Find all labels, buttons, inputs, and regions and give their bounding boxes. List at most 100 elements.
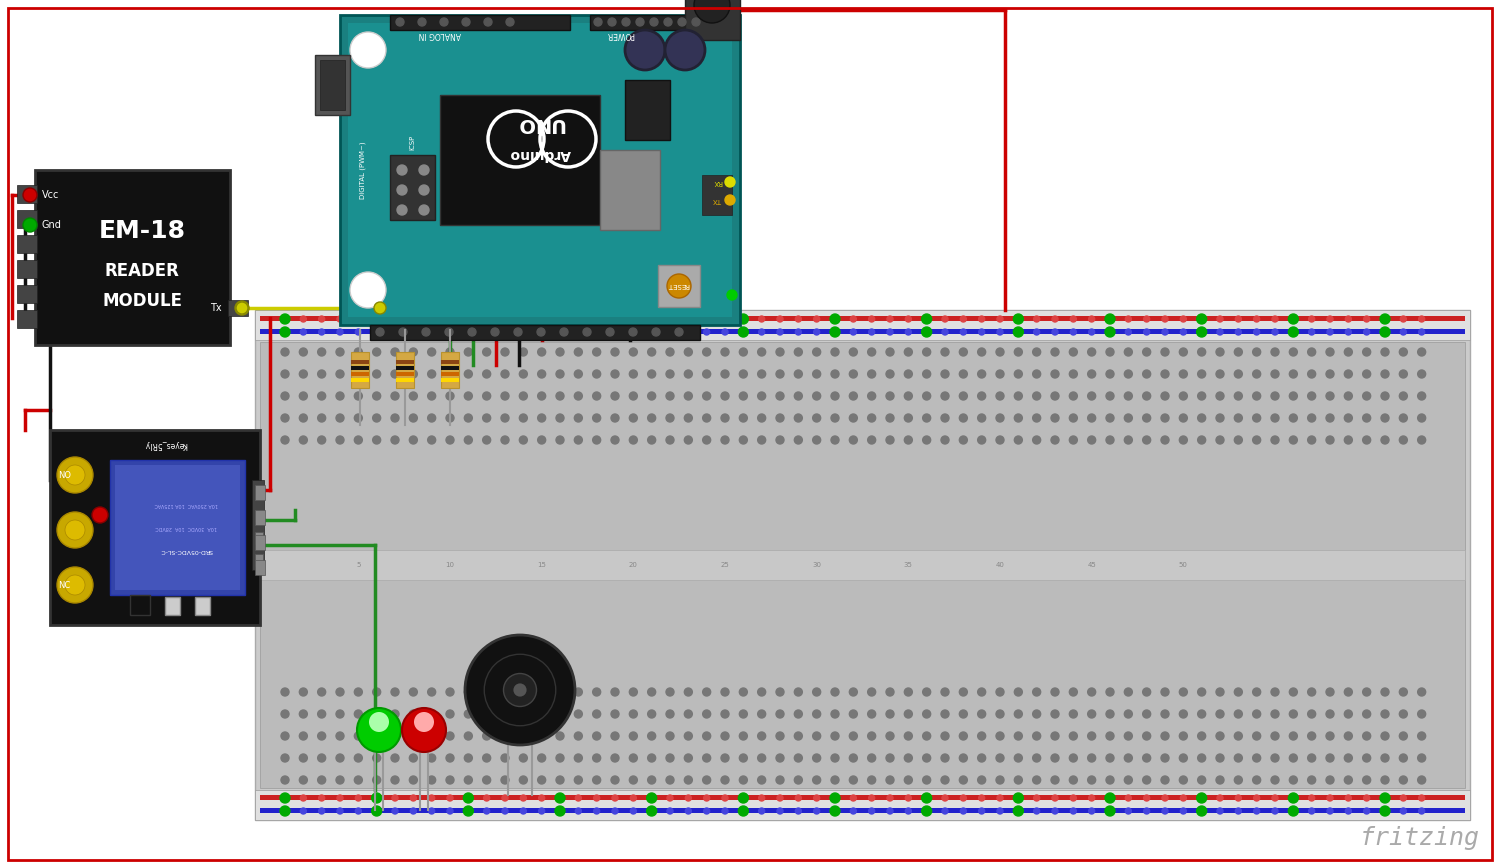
Text: Tx: Tx bbox=[210, 303, 222, 313]
Circle shape bbox=[1362, 370, 1371, 378]
Circle shape bbox=[1106, 754, 1114, 762]
Circle shape bbox=[664, 30, 705, 70]
Circle shape bbox=[1032, 688, 1041, 696]
Circle shape bbox=[1070, 414, 1077, 422]
Circle shape bbox=[592, 348, 600, 356]
Circle shape bbox=[336, 732, 344, 740]
Circle shape bbox=[996, 776, 1004, 784]
Circle shape bbox=[280, 392, 290, 400]
Circle shape bbox=[648, 329, 654, 335]
Circle shape bbox=[427, 688, 435, 696]
Bar bbox=[260, 316, 1466, 321]
Circle shape bbox=[1216, 329, 1222, 335]
Circle shape bbox=[1308, 688, 1316, 696]
Circle shape bbox=[1288, 314, 1299, 324]
Circle shape bbox=[520, 316, 526, 322]
Circle shape bbox=[1308, 754, 1316, 762]
Circle shape bbox=[868, 329, 874, 335]
Circle shape bbox=[722, 808, 728, 814]
Circle shape bbox=[831, 370, 839, 378]
Circle shape bbox=[758, 370, 765, 378]
Circle shape bbox=[468, 328, 476, 336]
Circle shape bbox=[1326, 754, 1334, 762]
Circle shape bbox=[1088, 392, 1095, 400]
Circle shape bbox=[411, 316, 417, 322]
Bar bbox=[351, 360, 369, 364]
Circle shape bbox=[1419, 808, 1425, 814]
Circle shape bbox=[1216, 795, 1222, 801]
Circle shape bbox=[501, 348, 509, 356]
Circle shape bbox=[392, 795, 398, 801]
Circle shape bbox=[300, 808, 306, 814]
Circle shape bbox=[372, 754, 381, 762]
Circle shape bbox=[392, 754, 399, 762]
Circle shape bbox=[758, 754, 765, 762]
Circle shape bbox=[849, 710, 858, 718]
Circle shape bbox=[446, 710, 454, 718]
Circle shape bbox=[338, 808, 344, 814]
Circle shape bbox=[1362, 348, 1371, 356]
Circle shape bbox=[1252, 436, 1260, 444]
Circle shape bbox=[1071, 316, 1077, 322]
Circle shape bbox=[1161, 688, 1168, 696]
Bar bbox=[255, 510, 266, 525]
Circle shape bbox=[1382, 316, 1388, 322]
Circle shape bbox=[610, 688, 620, 696]
Circle shape bbox=[758, 348, 765, 356]
Circle shape bbox=[280, 776, 290, 784]
Circle shape bbox=[1143, 316, 1149, 322]
Circle shape bbox=[722, 392, 729, 400]
Circle shape bbox=[280, 327, 290, 337]
Circle shape bbox=[483, 370, 490, 378]
Circle shape bbox=[1179, 732, 1188, 740]
Circle shape bbox=[1270, 754, 1280, 762]
Circle shape bbox=[592, 732, 600, 740]
Circle shape bbox=[722, 754, 729, 762]
Circle shape bbox=[356, 808, 362, 814]
Circle shape bbox=[537, 370, 546, 378]
Circle shape bbox=[446, 328, 453, 336]
Circle shape bbox=[684, 392, 693, 400]
Circle shape bbox=[1125, 414, 1132, 422]
Circle shape bbox=[1382, 329, 1388, 335]
Circle shape bbox=[1216, 710, 1224, 718]
Circle shape bbox=[465, 348, 472, 356]
Circle shape bbox=[904, 710, 912, 718]
Circle shape bbox=[1400, 436, 1407, 444]
Circle shape bbox=[1143, 414, 1150, 422]
Circle shape bbox=[410, 688, 417, 696]
Circle shape bbox=[1344, 370, 1353, 378]
Circle shape bbox=[666, 436, 674, 444]
Circle shape bbox=[646, 327, 657, 337]
Circle shape bbox=[300, 348, 307, 356]
Circle shape bbox=[1180, 316, 1186, 322]
Text: ICSP: ICSP bbox=[410, 135, 416, 150]
Circle shape bbox=[1418, 392, 1425, 400]
Circle shape bbox=[831, 710, 839, 718]
Circle shape bbox=[374, 302, 386, 314]
Circle shape bbox=[1270, 370, 1280, 378]
Circle shape bbox=[738, 793, 748, 803]
Circle shape bbox=[996, 436, 1004, 444]
Circle shape bbox=[574, 710, 582, 718]
Bar bbox=[441, 378, 459, 382]
Circle shape bbox=[410, 414, 417, 422]
Circle shape bbox=[1143, 329, 1149, 335]
Bar bbox=[396, 360, 414, 364]
Circle shape bbox=[630, 392, 638, 400]
Circle shape bbox=[978, 436, 986, 444]
Circle shape bbox=[622, 18, 630, 26]
Circle shape bbox=[1162, 329, 1168, 335]
Circle shape bbox=[940, 436, 950, 444]
Circle shape bbox=[1106, 392, 1114, 400]
Circle shape bbox=[1344, 414, 1353, 422]
Circle shape bbox=[960, 392, 968, 400]
Circle shape bbox=[483, 348, 490, 356]
Circle shape bbox=[537, 392, 546, 400]
Circle shape bbox=[886, 795, 892, 801]
Circle shape bbox=[538, 329, 544, 335]
Circle shape bbox=[831, 414, 839, 422]
Circle shape bbox=[1125, 732, 1132, 740]
Circle shape bbox=[702, 392, 711, 400]
Circle shape bbox=[610, 754, 620, 762]
